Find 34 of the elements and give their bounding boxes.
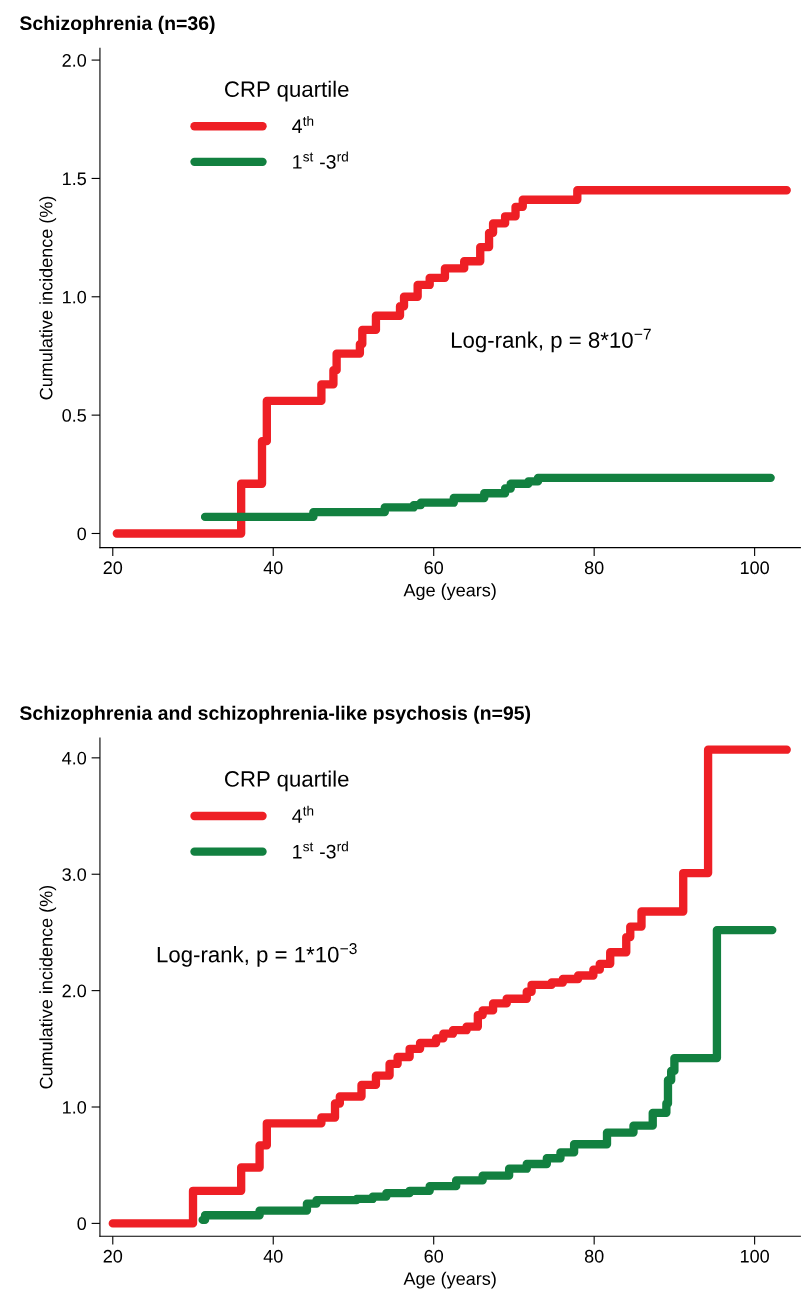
chart-title: Schizophrenia and schizophrenia-like psychosis (n=95) — [19, 705, 531, 724]
x-tick-label: 100 — [740, 561, 769, 575]
x-tick-label: 80 — [584, 561, 604, 575]
legend-label: 1$^{st}$ -3$^{rd}$ — [293, 151, 348, 169]
x-tick-label: 80 — [584, 1249, 604, 1263]
y-tick-label: 1.5 — [63, 172, 86, 186]
legend-title: CRP quartile — [225, 770, 349, 792]
y-tick-label: 1.0 — [63, 1100, 87, 1114]
legend-title: CRP quartile — [225, 80, 349, 102]
legend-label: 4$^{th}$ — [292, 115, 314, 133]
x-tick-label: 40 — [263, 561, 283, 575]
x-axis-title: Age (years) — [403, 1271, 496, 1289]
x-tick-label: 100 — [740, 1249, 769, 1263]
chart-title: Schizophrenia (n=36) — [19, 15, 215, 34]
x-axis-title: Age (years) — [403, 583, 496, 601]
y-axis-title: Cumulative incidence (%) — [39, 196, 57, 400]
y-tick-label: 0.5 — [62, 409, 86, 422]
legend-label: 1$^{st}$ -3$^{rd}$ — [293, 841, 348, 859]
y-tick-label: 4.0 — [62, 751, 87, 765]
legend-label: 4$^{th}$ — [292, 805, 314, 823]
annotation: Log-rank, p = 1*10$^{−3}$ — [157, 943, 357, 967]
y-tick-label: 3.0 — [62, 868, 87, 881]
x-tick-label: 40 — [263, 1249, 283, 1263]
y-tick-label: 0 — [77, 1217, 87, 1231]
y-tick-label: 2.0 — [62, 984, 87, 998]
x-tick-label: 20 — [103, 561, 123, 575]
x-tick-label: 60 — [424, 1249, 444, 1263]
y-tick-label: 2.0 — [62, 54, 87, 67]
x-tick-label: 20 — [103, 1249, 123, 1263]
x-tick-label: 60 — [424, 561, 444, 575]
y-axis-title: Cumulative incidence (%) — [39, 885, 57, 1089]
annotation: Log-rank, p = 8*10$^{−7}$ — [451, 328, 651, 353]
y-tick-label: 0 — [77, 527, 87, 541]
y-tick-label: 1.0 — [63, 290, 87, 304]
